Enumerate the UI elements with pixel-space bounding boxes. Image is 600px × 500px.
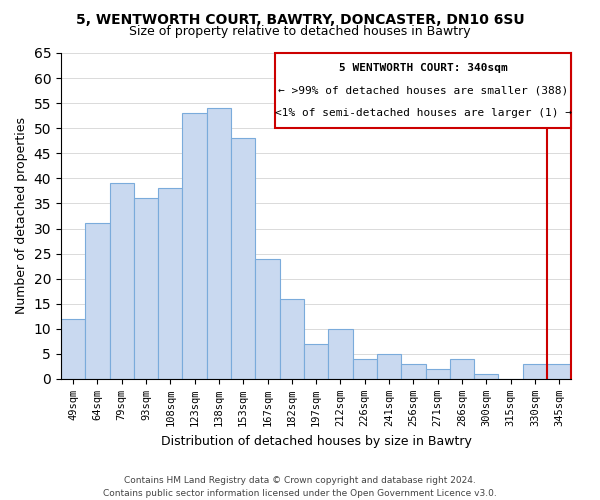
Bar xyxy=(353,359,377,379)
Text: 5, WENTWORTH COURT, BAWTRY, DONCASTER, DN10 6SU: 5, WENTWORTH COURT, BAWTRY, DONCASTER, D… xyxy=(76,12,524,26)
Bar xyxy=(158,188,182,379)
Text: 5 WENTWORTH COURT: 340sqm: 5 WENTWORTH COURT: 340sqm xyxy=(339,63,508,73)
X-axis label: Distribution of detached houses by size in Bawtry: Distribution of detached houses by size … xyxy=(161,434,472,448)
Bar xyxy=(304,344,328,379)
Bar xyxy=(134,198,158,379)
Text: Contains HM Land Registry data © Crown copyright and database right 2024.
Contai: Contains HM Land Registry data © Crown c… xyxy=(103,476,497,498)
Bar xyxy=(547,364,571,379)
Bar xyxy=(474,374,499,379)
Bar xyxy=(425,369,450,379)
Bar xyxy=(328,329,353,379)
Y-axis label: Number of detached properties: Number of detached properties xyxy=(15,118,28,314)
Bar xyxy=(110,184,134,379)
FancyBboxPatch shape xyxy=(275,53,571,128)
Bar xyxy=(231,138,256,379)
Text: <1% of semi-detached houses are larger (1) →: <1% of semi-detached houses are larger (… xyxy=(275,108,572,118)
Bar xyxy=(401,364,425,379)
Bar xyxy=(377,354,401,379)
Bar xyxy=(280,298,304,379)
Text: ← >99% of detached houses are smaller (388): ← >99% of detached houses are smaller (3… xyxy=(278,86,568,96)
Bar xyxy=(85,224,110,379)
Text: Size of property relative to detached houses in Bawtry: Size of property relative to detached ho… xyxy=(129,25,471,38)
Bar xyxy=(61,319,85,379)
Bar xyxy=(523,364,547,379)
Bar xyxy=(207,108,231,379)
Bar xyxy=(450,359,474,379)
Bar xyxy=(182,113,207,379)
Bar xyxy=(256,258,280,379)
